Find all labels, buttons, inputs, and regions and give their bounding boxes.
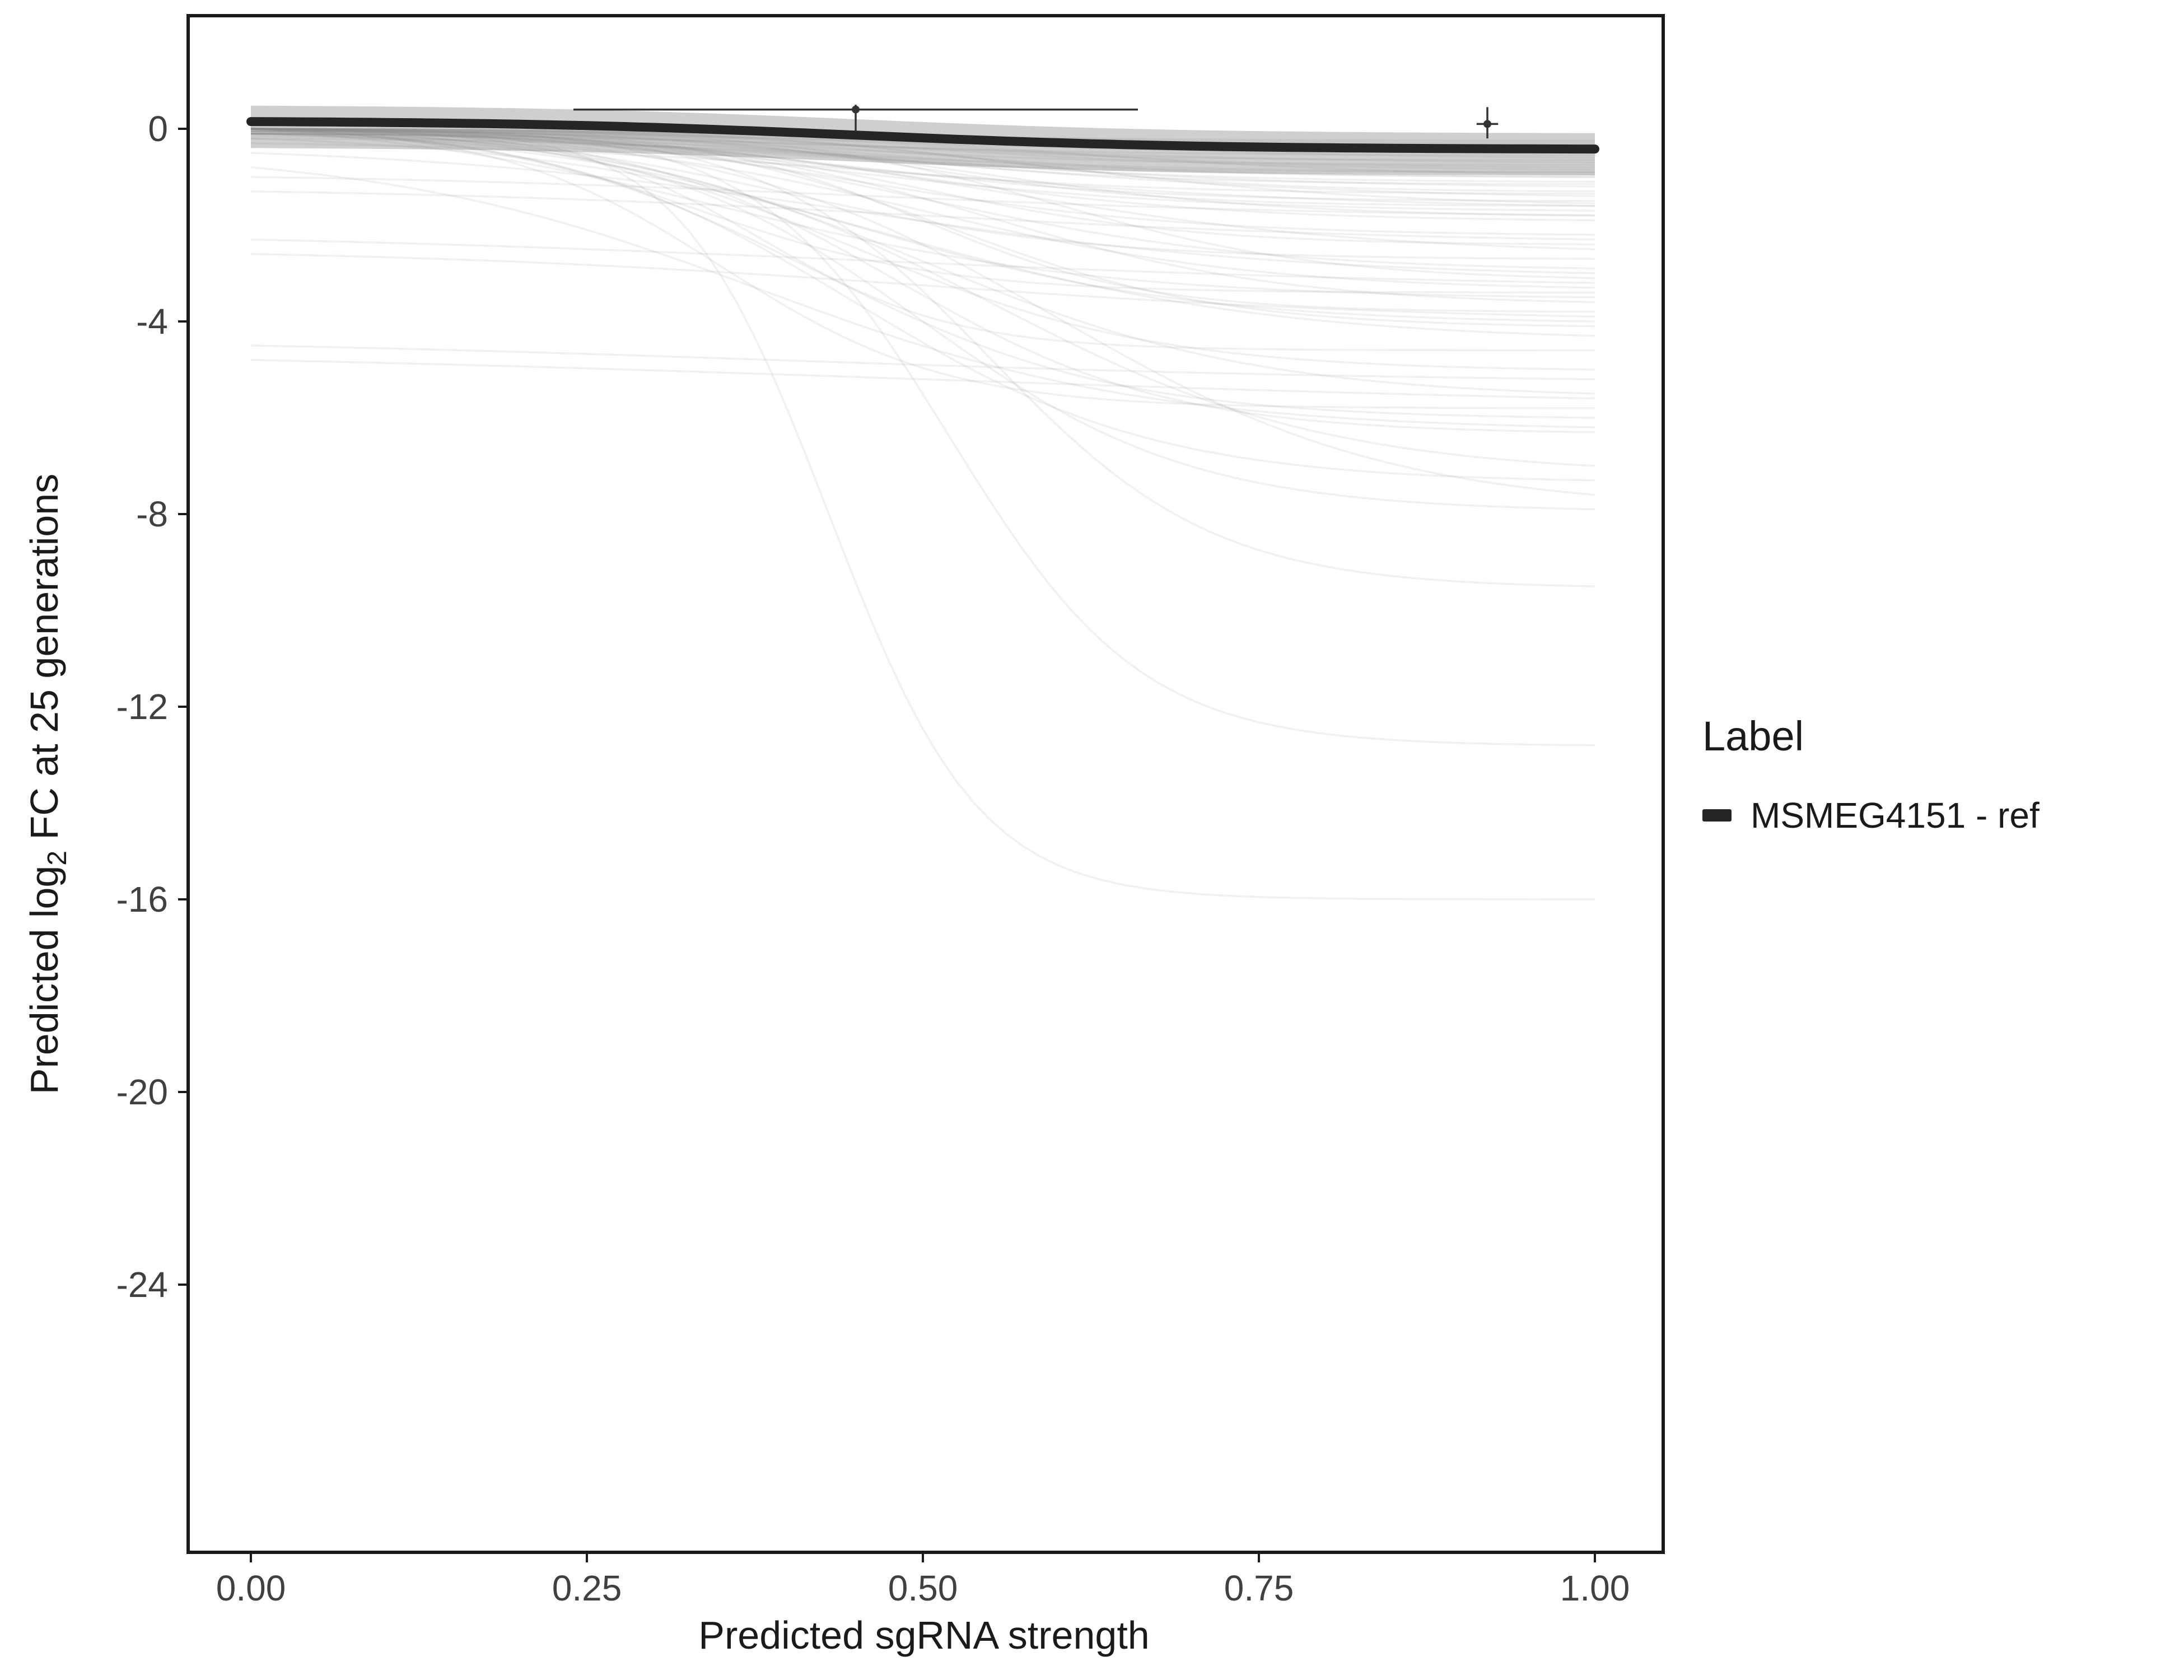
sgrna-curve [250,128,1595,193]
sgrna-curve [250,132,1595,246]
sgrna-curve [250,176,1595,217]
error-bar-point [1483,120,1491,128]
sgrna-curve [250,130,1595,260]
sgrna-curve [250,128,1595,185]
sgrna-curve [250,128,1595,482]
sgrna-curve [250,128,1595,166]
y-axis-title: Predicted log2 FC at 25 generations [20,392,82,1176]
y-axis-title-suffix: FC at 25 generations [22,473,66,851]
sgrna-curve [250,132,1595,217]
background-curves [250,128,1595,900]
x-tick-label: 0.50 [888,1568,958,1608]
sgrna-curve [250,190,1595,241]
sgrna-curve [250,128,1595,900]
sgrna-curve [250,130,1595,169]
sgrna-curve [250,130,1595,304]
legend-item: MSMEG4151 - ref [1702,795,2040,836]
legend: Label MSMEG4151 - ref [1702,712,2040,836]
sgrna-curve [250,128,1595,433]
x-axis-title: Predicted sgRNA strength [698,1613,1150,1657]
sgrna-curve [250,128,1595,746]
sgrna-curve [250,132,1595,467]
sgrna-curve [250,137,1595,337]
x-tick-label: 0.00 [216,1568,286,1608]
error-bar-point [852,105,860,114]
sgrna-curve [250,128,1595,176]
y-axis-title-subscript: 2 [43,850,72,866]
error-bars [573,105,1499,139]
sgrna-curve [250,128,1595,419]
sgrna-curve [250,128,1595,294]
sgrna-curve [250,128,1595,212]
sgrna-curve [250,132,1595,289]
sgrna-curve [250,128,1595,313]
sgrna-curve [250,239,1595,284]
sgrna-curve [250,128,1595,409]
x-tick-label: 0.25 [552,1568,622,1608]
sgrna-curve [250,128,1595,298]
y-tick-label: -20 [116,1072,169,1112]
sgrna-curve [250,132,1595,164]
sgrna-curve [250,128,1595,371]
x-tick-label: 1.00 [1560,1568,1630,1608]
sgrna-curve [250,128,1595,171]
sgrna-curve [250,132,1595,202]
y-tick-label: -8 [136,494,168,534]
x-tick-labels: 0.00 0.25 0.50 0.75 1.00 [216,1568,1630,1608]
sgrna-curve [250,130,1595,178]
sgrna-curve [250,128,1595,222]
sgrna-curve [250,128,1595,270]
sgrna-curve [250,128,1595,198]
y-tick-label: -24 [116,1264,169,1305]
y-tick-labels: 0 -4 -8 -12 -16 -20 -24 [116,109,169,1305]
sgrna-curve [250,128,1595,587]
y-axis-title-prefix: Predicted log [22,865,66,1095]
sgrna-curve [250,128,1595,352]
legend-swatch-line [1702,809,1732,822]
sgrna-curve [250,128,1595,250]
sgrna-curve [250,128,1595,178]
sgrna-curve [250,128,1595,279]
sgrna-curve [250,132,1595,511]
axis-ticks [178,128,1596,1562]
sgrna-curve [250,132,1595,323]
sgrna-curve [250,344,1595,380]
x-tick-label: 0.75 [1224,1568,1294,1608]
sgrna-curve [250,128,1595,236]
legend-item-label: MSMEG4151 - ref [1751,795,2040,836]
sgrna-curve [250,128,1595,205]
sgrna-curve [250,132,1595,174]
sgrna-curve [250,142,1595,207]
sgrna-curve [250,152,1595,274]
sgrna-curve [250,128,1595,157]
y-tick-label: -16 [116,879,169,920]
sgrna-curve [250,166,1595,428]
y-tick-label: -4 [136,301,168,342]
sgrna-curve [250,128,1595,395]
sgrna-curve [250,135,1595,174]
reference-curve [246,117,1599,154]
sgrna-curve [250,128,1595,496]
sgrna-curve [250,132,1595,188]
sgrna-curve [250,128,1595,161]
sgrna-curve [250,253,1595,318]
sgrna-curve [250,130,1595,207]
y-tick-label: -12 [116,687,169,727]
y-tick-label: 0 [148,109,168,149]
sgrna-curve [250,359,1595,400]
sgrna-curve [250,137,1595,183]
legend-title: Label [1702,713,1804,759]
sgrna-curve [250,128,1595,328]
panel-border [186,14,1665,1554]
sgrna-curve [250,130,1595,195]
